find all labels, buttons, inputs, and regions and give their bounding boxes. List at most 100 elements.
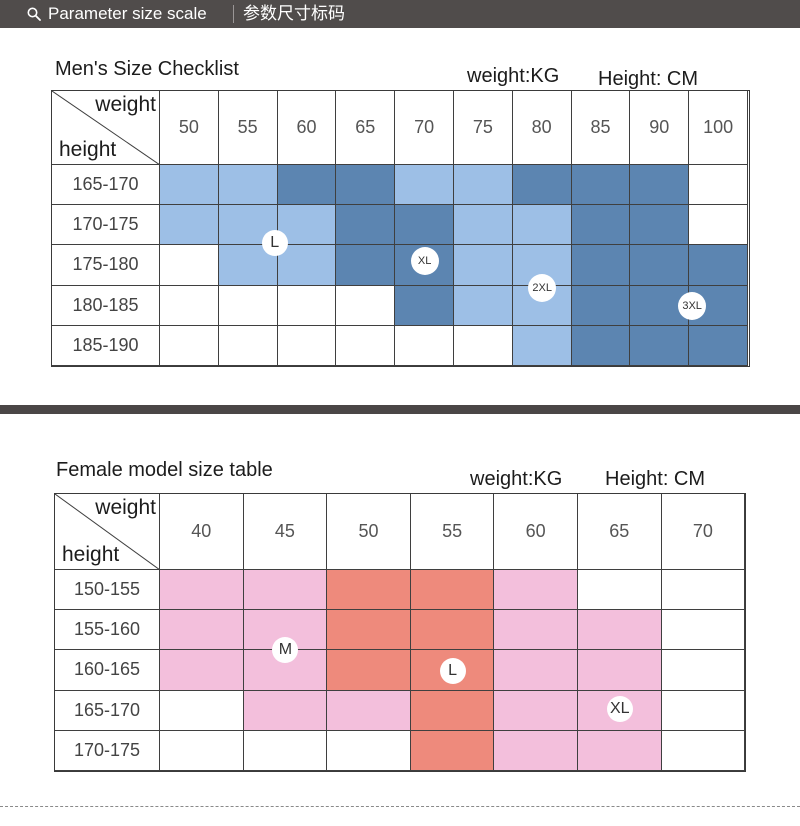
female-size-cell: [243, 570, 328, 611]
men-size-cell: [630, 205, 690, 246]
female-weight-header: 45: [243, 494, 328, 570]
female-weight-header: 60: [494, 494, 578, 570]
female-size-cell: [494, 650, 578, 691]
female-size-cell: [243, 730, 328, 771]
female-size-cell: [494, 570, 578, 611]
female-corner-weight-label: weight: [95, 496, 156, 519]
female-size-cell: [160, 610, 244, 651]
men-height-header: 185-190: [52, 325, 160, 366]
female-weight-unit: weight:KG: [470, 468, 563, 490]
female-size-label-xl: XL: [606, 695, 633, 722]
female-size-cell: [327, 730, 411, 771]
female-size-cell: [160, 570, 244, 611]
men-size-cell: [454, 165, 513, 206]
men-size-cell: [571, 165, 631, 206]
men-corner-height-label: height: [59, 138, 117, 161]
men-size-cell: [336, 285, 396, 326]
men-weight-header: 70: [395, 91, 454, 165]
men-corner-weight-label: weight: [95, 93, 156, 116]
header-bar: Parameter size scale 参数尺寸标码: [0, 0, 800, 28]
men-size-cell: [689, 325, 748, 366]
men-size-label-2xl: 2XL: [528, 273, 557, 302]
female-size-cell: [160, 650, 244, 691]
men-weight-header: 60: [277, 91, 337, 165]
female-weight-header: 55: [410, 494, 495, 570]
men-size-cell: [395, 205, 454, 246]
men-section-title: Men's Size Checklist: [55, 58, 239, 80]
men-size-cell: [454, 245, 513, 286]
female-size-cell: [160, 730, 244, 771]
men-height-header: 170-175: [52, 205, 160, 246]
men-size-cell: [571, 205, 631, 246]
men-size-cell: [277, 285, 337, 326]
female-size-cell: [494, 610, 578, 651]
men-size-cell: [512, 325, 572, 366]
men-size-cell: [630, 165, 690, 206]
page-title: Parameter size scale: [48, 4, 207, 23]
men-size-cell: [454, 325, 513, 366]
men-weight-header: 50: [160, 91, 219, 165]
female-corner-header: weight height: [55, 494, 160, 570]
men-size-cell: [395, 165, 454, 206]
female-size-label-l: L: [439, 657, 466, 684]
men-height-unit: Height: CM: [598, 68, 699, 90]
men-size-cell: [395, 325, 454, 366]
female-size-cell: [578, 570, 662, 611]
men-weight-header: 65: [336, 91, 396, 165]
female-size-table: weight height 40 45 50 55 60 65 70 150-155 155-160…: [54, 493, 746, 772]
page-title-chinese: 参数尺寸标码: [243, 4, 345, 23]
men-weight-unit: weight:KG: [467, 65, 560, 87]
men-size-cell: [218, 325, 278, 366]
female-size-cell: [661, 690, 746, 731]
men-size-cell: [218, 165, 278, 206]
men-weight-header: 90: [630, 91, 690, 165]
female-size-label-m: M: [272, 637, 299, 664]
men-size-cell: [689, 245, 748, 286]
female-weight-header: 50: [327, 494, 411, 570]
female-size-cell: [410, 730, 495, 771]
female-size-cell: [578, 730, 662, 771]
men-size-label-l: L: [261, 230, 288, 257]
men-size-cell: [571, 325, 631, 366]
men-size-cell: [336, 325, 396, 366]
female-size-cell: [410, 690, 495, 731]
female-size-cell: [578, 650, 662, 691]
men-size-cell: [336, 245, 396, 286]
men-height-header: 175-180: [52, 245, 160, 286]
men-size-cell: [336, 165, 396, 206]
men-size-cell: [512, 165, 572, 206]
men-size-cell: [277, 245, 337, 286]
men-height-header: 180-185: [52, 285, 160, 326]
female-weight-header: 40: [160, 494, 244, 570]
female-size-cell: [661, 650, 746, 691]
men-size-cell: [160, 285, 219, 326]
female-size-cell: [410, 570, 495, 611]
men-size-cell: [571, 245, 631, 286]
female-size-cell: [160, 690, 244, 731]
female-size-cell: [494, 690, 578, 731]
men-size-cell: [630, 325, 690, 366]
men-size-cell: [160, 245, 219, 286]
men-size-cell: [454, 285, 513, 326]
men-weight-header: 55: [218, 91, 278, 165]
men-size-cell: [160, 205, 219, 246]
men-size-cell: [630, 245, 690, 286]
female-size-cell: [410, 650, 495, 691]
female-size-cell: [327, 570, 411, 611]
female-corner-height-label: height: [62, 543, 120, 566]
men-corner-header: weight height: [52, 91, 160, 165]
men-size-cell: [277, 325, 337, 366]
men-size-label-xl: XL: [410, 247, 439, 276]
search-icon: [27, 7, 41, 21]
female-height-header: 165-170: [55, 690, 160, 731]
men-weight-header: 80: [512, 91, 572, 165]
men-weight-header: 100: [689, 91, 748, 165]
female-size-cell: [661, 570, 746, 611]
female-size-cell: [243, 690, 328, 731]
female-size-cell: [327, 690, 411, 731]
female-size-cell: [410, 610, 495, 651]
men-size-cell: [160, 165, 219, 206]
men-size-cell: [571, 285, 631, 326]
female-size-cell: [327, 650, 411, 691]
female-size-cell: [661, 730, 746, 771]
